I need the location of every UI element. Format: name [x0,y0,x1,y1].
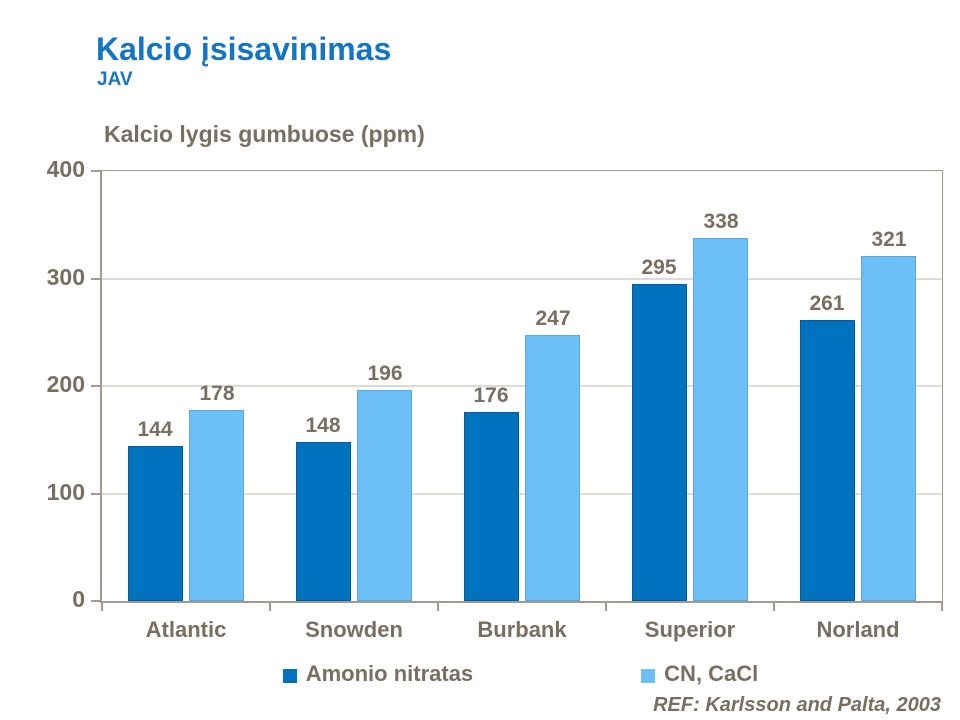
bar-group-burbank: 176 247 Burbank [438,171,606,642]
y-axis-tick [91,170,100,172]
bar-amonio-nitratas-norland [799,320,855,601]
value-label-cn-cacl-atlantic: 178 [199,381,235,405]
legend-swatch-amonio-nitratas [282,668,297,683]
legend: Amonio nitratas CN, CaCl [100,661,941,687]
legend-swatch-cn-cacl [641,668,656,683]
y-axis-tick-label: 400 [46,156,85,183]
bar-group-superior: 295 338 Superior [606,171,774,642]
bar-group-snowden: 148 196 Snowden [270,171,438,642]
value-label-cn-cacl-norland: 321 [871,227,907,251]
bar-amonio-nitratas-atlantic [127,446,183,601]
value-label-amonio-nitratas-snowden: 148 [305,413,341,437]
bar-cn-cacl-superior [693,237,749,601]
bar-amonio-nitratas-superior [631,283,687,601]
bar-cn-cacl-norland [861,255,917,601]
category-label-snowden: Snowden [305,617,403,642]
bar-amonio-nitratas-snowden [295,441,351,601]
value-label-cn-cacl-burbank: 247 [535,307,571,331]
bar-amonio-nitratas-burbank [463,411,519,601]
x-axis-tick [605,601,607,611]
category-label-burbank: Burbank [477,617,567,642]
category-label-atlantic: Atlantic [145,617,227,642]
x-axis-tick [437,601,439,611]
bar-cn-cacl-burbank [525,335,581,601]
bar-group-atlantic: 144 178 Atlantic [102,171,270,642]
value-label-amonio-nitratas-norland: 261 [809,292,845,316]
y-axis-tick-label: 100 [46,478,85,505]
value-label-cn-cacl-superior: 338 [703,209,739,233]
x-axis-tick [941,601,943,611]
x-axis-tick [269,601,271,611]
y-axis-tick [91,277,100,280]
gridline [102,385,942,387]
reference-text: REF: Karlsson and Palta, 2003 [653,694,941,716]
y-axis-tick-label: 300 [46,263,85,290]
gridline [102,493,942,494]
chart-title: Kalcio lygis gumbuose (ppm) [104,121,425,147]
bar-group-norland: 261 321 Norland [774,171,942,642]
y-axis-labels: 0 100 200 300 400 [0,158,85,611]
legend-item-amonio-nitratas: Amonio nitratas [282,661,474,687]
y-axis-tick [91,600,100,602]
bar-cn-cacl-snowden [357,390,413,601]
category-label-superior: Superior [644,617,736,642]
page-subtitle: JAV [97,69,133,90]
legend-label-cn-cacl: CN, CaCl [664,661,759,686]
y-axis-tick [91,492,100,495]
gridline [102,278,942,279]
value-label-amonio-nitratas-burbank: 176 [473,383,509,407]
plot-area: 144 178 Atlantic 148 196 Snowden 176 247 Burbank… [91,170,943,642]
value-label-cn-cacl-snowden: 196 [367,362,403,386]
legend-label-amonio-nitratas: Amonio nitratas [305,661,474,686]
category-label-norland: Norland [816,617,900,642]
y-axis-tick-label: 0 [72,586,85,613]
page-title: Kalcio įsisavinimas [96,31,392,67]
legend-item-cn-cacl: CN, CaCl [641,661,758,687]
bar-cn-cacl-atlantic [189,409,245,601]
value-label-amonio-nitratas-superior: 295 [641,255,677,279]
y-axis-tick-label: 200 [46,371,85,398]
x-axis-tick [101,601,103,611]
value-label-amonio-nitratas-atlantic: 144 [137,418,173,442]
y-axis-tick [91,385,100,387]
x-axis-tick [773,601,775,611]
